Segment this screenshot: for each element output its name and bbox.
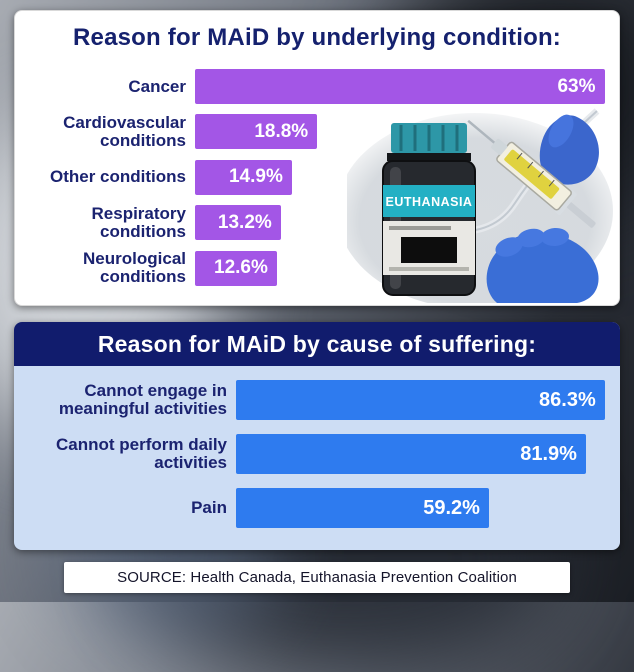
vial-neck [387, 153, 471, 161]
vial-barcode [401, 237, 457, 263]
bar: 14.9% [195, 159, 292, 195]
bar-value-label: 13.2% [217, 211, 272, 233]
glove-top [539, 114, 599, 185]
bar-row: Other conditions 14.9% [23, 159, 611, 195]
chart-title-underlying-condition: Reason for MAiD by underlying condition: [73, 24, 561, 51]
bar-category-label: Neurological conditions [83, 249, 186, 287]
bar-row: Cannot perform daily activities 81.9% [22, 434, 612, 474]
bar-track: 12.6% [195, 250, 611, 286]
bar-value-label: 86.3% [539, 388, 596, 411]
euthanasia-vial-illustration: EUTHANASIA [347, 108, 613, 303]
vial-cap-ridges [399, 125, 459, 151]
bar: 12.6% [195, 250, 277, 286]
glove-bottom [486, 227, 599, 303]
vial-label-line [389, 226, 451, 230]
bar-row: Neurological conditions 12.6% [23, 250, 611, 286]
bar-track: 81.9% [236, 434, 612, 474]
bar: 59.2% [236, 488, 489, 528]
bar-category-label: Other conditions [50, 167, 186, 187]
bar-category-label: Cannot perform daily activities [56, 435, 227, 472]
syringe-icon [467, 119, 596, 228]
bar-category-label: Cardiovascular conditions [63, 113, 186, 150]
bar-chart-underlying-condition: Cancer 63% Cardiovascular conditions 18.8% O… [23, 69, 611, 286]
vial-label-band [383, 185, 475, 217]
bar-row: Cardiovascular conditions 18.8% [23, 114, 611, 150]
bar-row: Cannot engage in meaningful activities 86… [22, 380, 612, 420]
bar-category-label: Pain [191, 498, 227, 518]
bar-value-label: 12.6% [214, 257, 268, 279]
bar-row: Pain 59.2% [22, 488, 612, 528]
bar-category-label: Respiratory conditions [91, 203, 186, 241]
bar-value-label: 59.2% [423, 496, 480, 519]
bar-track: 13.2% [195, 205, 611, 241]
bar-value-label: 18.8% [254, 120, 309, 142]
bar-row: Respiratory conditions 13.2% [23, 203, 611, 241]
vial: EUTHANASIA [382, 123, 476, 296]
bar-track: 59.2% [236, 488, 612, 528]
panel-cause-of-suffering: Reason for MAiD by cause of suffering: C… [14, 322, 620, 550]
bar-value-label: 63% [557, 75, 596, 97]
vial-label-line-2 [389, 267, 469, 271]
bar-chart-cause-of-suffering: Cannot engage in meaningful activities 86… [22, 380, 612, 528]
bar-category-label: Cannot engage in meaningful activities [58, 381, 227, 418]
bar: 81.9% [236, 434, 586, 474]
bar-track: 86.3% [236, 380, 612, 420]
vial-label-text: EUTHANASIA [386, 195, 473, 209]
bar: 13.2% [195, 205, 281, 241]
bar-value-label: 81.9% [520, 442, 577, 465]
bar-track: 63% [195, 69, 611, 104]
bar-track: 18.8% [195, 114, 611, 150]
bar: 18.8% [195, 114, 318, 150]
bar-category-label: Cancer [128, 76, 186, 96]
source-note: SOURCE: Health Canada, Euthanasia Preven… [64, 562, 570, 593]
bar-row: Cancer 63% [23, 69, 611, 104]
chart-title-cause-of-suffering: Reason for MAiD by cause of suffering: [14, 322, 620, 366]
bar: 86.3% [236, 380, 605, 420]
panel-underlying-condition: Reason for MAiD by underlying condition:… [14, 10, 620, 306]
bar-track: 14.9% [195, 159, 611, 195]
bar-value-label: 14.9% [228, 166, 283, 188]
bar: 63% [195, 69, 605, 104]
